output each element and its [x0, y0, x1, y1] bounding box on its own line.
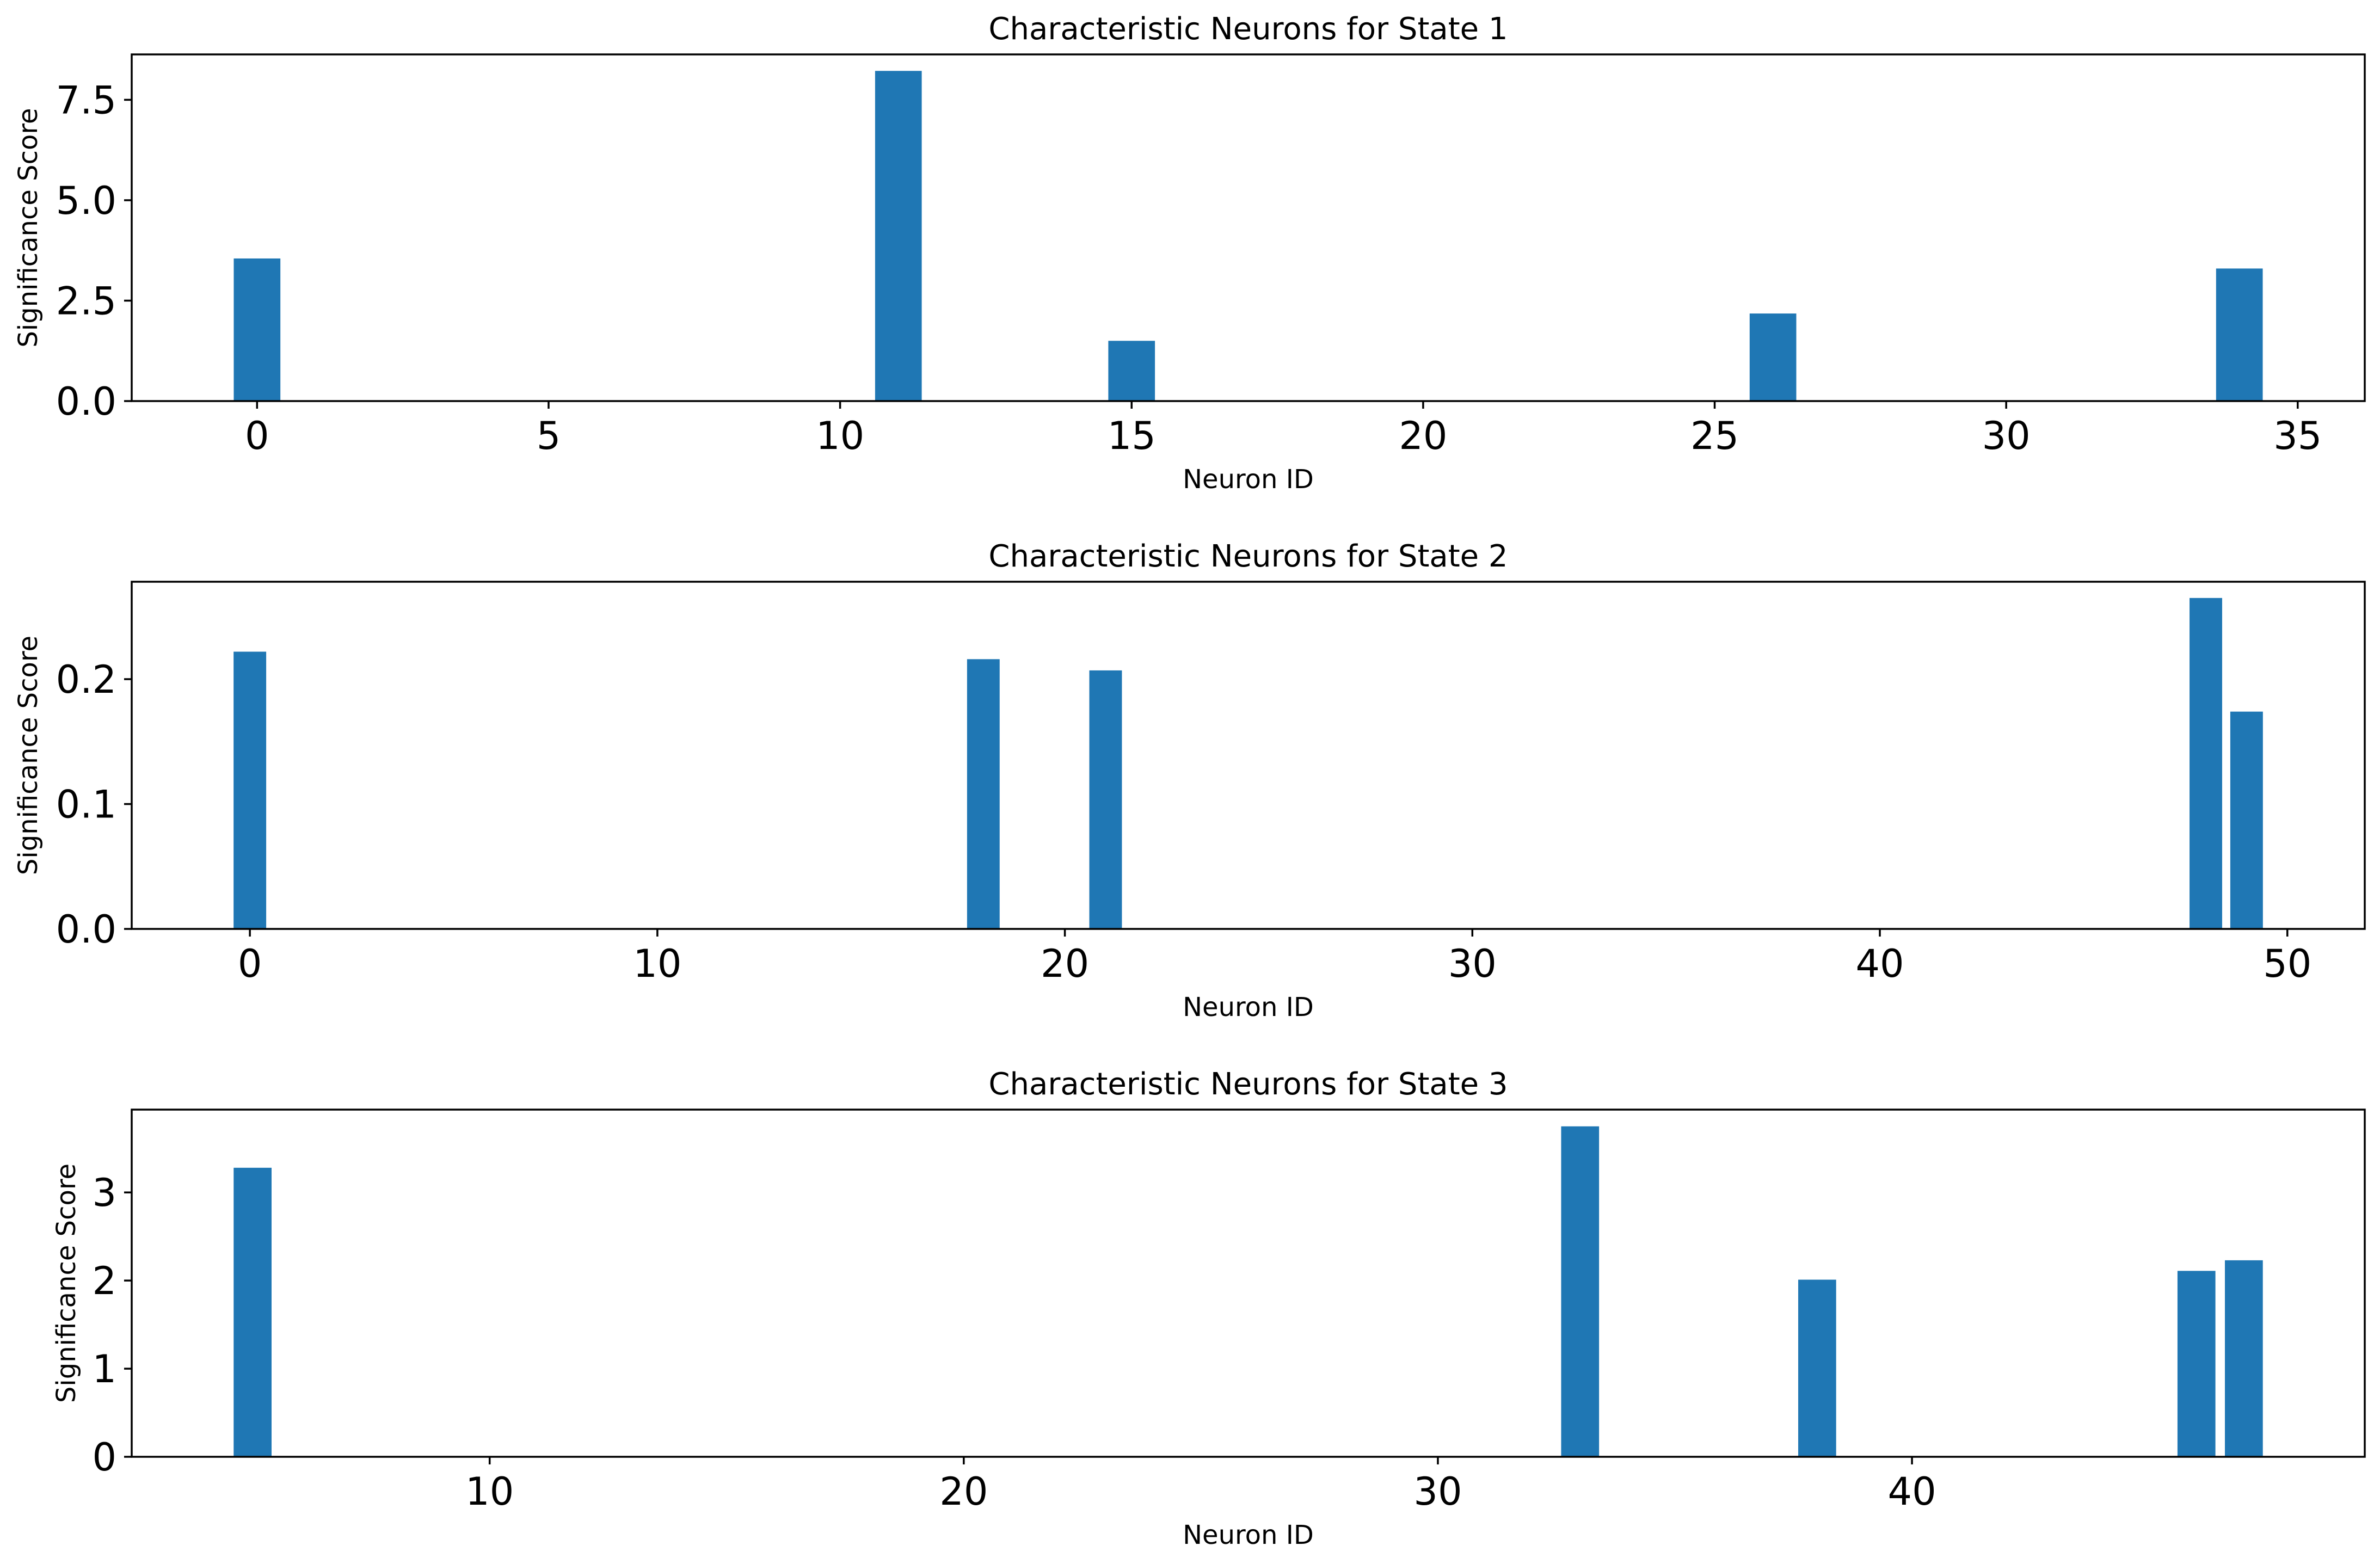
x-tick-label: 20	[1399, 414, 1447, 458]
bar-neuron-38	[1798, 1279, 1836, 1457]
chart-title: Characteristic Neurons for State 2	[988, 539, 1508, 574]
axes-frame	[131, 581, 2366, 930]
bar-neuron-33	[1561, 1126, 1600, 1457]
x-tick-label: 30	[1413, 1469, 1462, 1514]
x-tick-label: 0	[238, 941, 262, 986]
x-tick-label: 5	[537, 414, 561, 458]
bar-neuron-11	[875, 71, 922, 401]
x-tick-label: 0	[245, 414, 269, 458]
x-tick-label: 30	[1448, 941, 1497, 986]
y-tick-label: 0.2	[56, 657, 116, 702]
x-tick-label: 40	[1888, 1469, 1936, 1514]
axes-frame	[131, 1109, 2366, 1458]
chart-title: Characteristic Neurons for State 1	[988, 11, 1508, 47]
bar-neuron-21	[1089, 670, 1122, 929]
bar-neuron-26	[1749, 313, 1797, 401]
x-tick-label: 20	[1041, 941, 1089, 986]
x-tick-label: 10	[633, 941, 681, 986]
y-tick-label: 3	[92, 1171, 116, 1215]
y-axis-label: Significance Score	[51, 1163, 82, 1403]
x-tick-label: 15	[1108, 414, 1156, 458]
bar-neuron-0	[233, 651, 267, 929]
y-tick-label: 0.0	[56, 379, 116, 424]
y-tick-label: 0.1	[56, 783, 116, 827]
y-axis-label: Significance Score	[13, 108, 44, 347]
y-tick-label: 0.0	[56, 907, 116, 952]
bar-neuron-34	[2216, 268, 2263, 401]
bar-neuron-5	[233, 1167, 272, 1457]
bar-neuron-0	[233, 258, 281, 401]
y-tick-label: 7.5	[56, 78, 116, 122]
bar-neuron-49	[2230, 711, 2263, 929]
bar-neuron-46	[2177, 1271, 2216, 1457]
x-tick-label: 10	[816, 414, 864, 458]
chart-panel-3: 10 20 30 40 0 1 2 3 Characteristic Neurons for S…	[51, 1067, 2366, 1550]
x-axis-label: Neuron ID	[1183, 1520, 1314, 1550]
bar-neuron-47	[2225, 1260, 2263, 1457]
y-tick-label: 5.0	[56, 178, 116, 223]
y-tick-label: 1	[92, 1347, 116, 1391]
x-tick-label: 40	[1855, 941, 1904, 986]
x-tick-label: 25	[1690, 414, 1739, 458]
x-tick-label: 50	[2263, 941, 2311, 986]
chart-title: Characteristic Neurons for State 3	[988, 1067, 1508, 1102]
axes-frame	[131, 53, 2366, 402]
y-axis-label: Significance Score	[13, 636, 44, 875]
bar-neuron-15	[1108, 341, 1155, 401]
x-tick-label: 35	[2273, 414, 2322, 458]
chart-panel-1: 0 5 10 15 20 25 30 35 0.0 2.5 5.0 7.5 Characteristic…	[13, 11, 2366, 495]
x-tick-label: 20	[939, 1469, 988, 1514]
chart-panel-2: 0 10 20 30 40 50 0.0 0.1 0.2 Characteristic Neuro…	[13, 539, 2366, 1023]
bar-neuron-48	[2190, 598, 2222, 929]
y-tick-label: 0	[92, 1435, 116, 1480]
y-tick-label: 2.5	[56, 279, 116, 323]
bar-neuron-18	[967, 659, 1000, 929]
x-tick-label: 10	[465, 1469, 514, 1514]
x-axis-label: Neuron ID	[1183, 464, 1314, 495]
y-tick-label: 2	[92, 1259, 116, 1303]
x-tick-label: 30	[1982, 414, 2031, 458]
x-axis-label: Neuron ID	[1183, 992, 1314, 1023]
